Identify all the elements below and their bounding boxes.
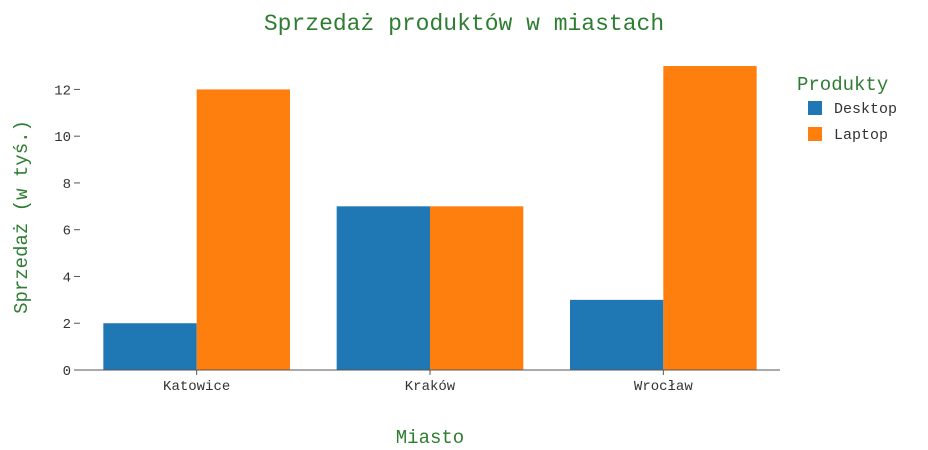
bar-desktop-katowice [103,323,197,370]
bar-laptop-krakow [430,206,524,370]
y-axis-title: Sprzedaż (w tyś.) [11,120,33,314]
bar-desktop-wroclaw [570,299,664,370]
y-tick-label: 4 [63,270,71,286]
y-tick-label: 8 [63,177,71,193]
legend-label-desktop[interactable]: Desktop [834,101,897,118]
x-axis-title: Miasto [396,427,464,449]
bars-layer [103,66,757,370]
legend-label-laptop[interactable]: Laptop [834,127,888,144]
y-tick-label: 2 [63,317,71,333]
y-tick-label: 10 [54,130,71,146]
bar-desktop-krakow [336,206,430,370]
bar-laptop-katowice [196,89,290,370]
y-axis: 0 2 4 6 8 10 12 [54,83,80,380]
x-tick-label-katowice: Katowice [163,379,230,395]
chart-title: Sprzedaż produktów w miastach [264,11,664,37]
legend-swatch-desktop[interactable] [808,101,822,115]
legend-swatch-laptop[interactable] [808,127,822,141]
legend: Produkty Desktop Laptop [797,74,897,144]
bar-laptop-wroclaw [663,66,757,370]
x-axis: Katowice Kraków Wrocław [163,370,693,395]
y-tick-label: 6 [63,224,71,240]
x-tick-label-krakow: Kraków [405,379,456,395]
x-tick-label-wroclaw: Wrocław [634,379,693,395]
y-tick-label: 12 [54,83,71,99]
y-tick-label: 0 [63,364,71,380]
legend-title: Produkty [797,74,888,96]
